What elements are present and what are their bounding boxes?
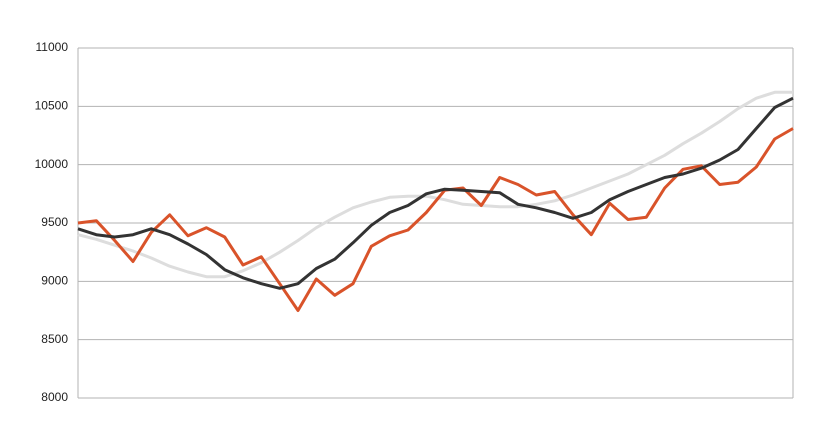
series-line: [77, 96, 794, 290]
y-tick-label: 11000: [36, 40, 69, 54]
y-tick-label: 8500: [41, 332, 68, 346]
series-line: [77, 127, 794, 312]
y-tick-label: 9500: [41, 215, 68, 229]
y-tick-label: 10000: [35, 157, 69, 171]
series-line: [77, 90, 793, 279]
y-tick-label: 10500: [35, 99, 69, 113]
y-tick-label: 9000: [41, 274, 68, 288]
y-tick-label: 8000: [41, 390, 68, 404]
